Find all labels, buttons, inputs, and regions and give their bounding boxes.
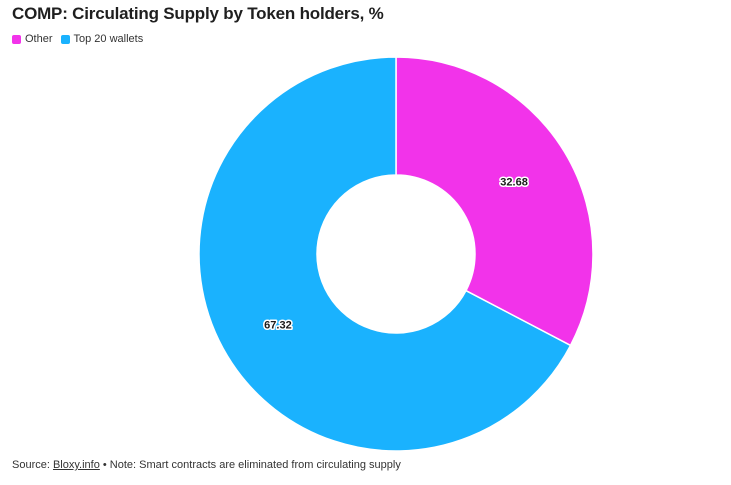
legend-swatch-top-20-wallets (60, 34, 70, 44)
source-note: Source: Bloxy.info • Note: Smart contrac… (12, 459, 401, 471)
legend-swatch-other (12, 34, 21, 44)
data-label-other: 32.68 (500, 176, 528, 188)
source-prefix: Source: (12, 459, 53, 471)
slice-top-20-wallets (198, 56, 572, 452)
data-label-top-20-wallets: 67.32 (264, 319, 292, 331)
legend: Other Top 20 wallets (12, 33, 151, 45)
chart-title: COMP: Circulating Supply by Token holder… (12, 4, 384, 23)
legend-label-top-20-wallets: Top 20 wallets (73, 33, 144, 45)
footnote: • Note: Smart contracts are eliminated f… (99, 459, 401, 471)
slice-other (395, 56, 594, 347)
legend-item-other: Other (12, 33, 53, 45)
source-link[interactable]: Bloxy.info (52, 459, 100, 471)
legend-item-top-20-wallets: Top 20 wallets (60, 33, 144, 45)
legend-label-other: Other (25, 33, 53, 45)
